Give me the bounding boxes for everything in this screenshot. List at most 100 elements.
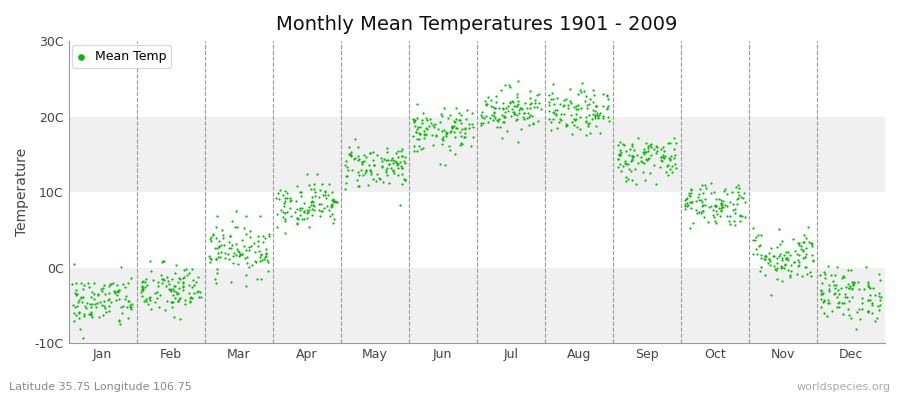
Mean Temp (496, 105, 510, 111)
Mean Temp (238, 247, 253, 253)
Mean Temp (589, 102, 603, 109)
Mean Temp (593, 130, 608, 136)
Mean Temp (752, 242, 767, 248)
Mean Temp (300, 215, 314, 221)
Mean Temp (303, 201, 318, 208)
Mean Temp (634, 158, 649, 165)
Mean Temp (436, 133, 450, 140)
Mean Temp (580, 102, 594, 108)
Mean Temp (322, 206, 337, 213)
Mean Temp (224, 245, 238, 252)
Mean Temp (102, 307, 116, 314)
Mean Temp (590, 103, 604, 109)
Mean Temp (413, 130, 428, 137)
Mean Temp (83, 301, 97, 307)
Mean Temp (508, 117, 523, 124)
Mean Temp (164, 287, 178, 294)
Mean Temp (872, 271, 886, 277)
Mean Temp (283, 204, 297, 211)
Mean Temp (873, 302, 887, 308)
Mean Temp (167, 283, 182, 290)
Mean Temp (354, 167, 368, 173)
Mean Temp (210, 244, 224, 251)
Mean Temp (506, 108, 520, 115)
Mean Temp (624, 158, 638, 164)
Mean Temp (216, 232, 230, 238)
Mean Temp (649, 150, 663, 156)
Mean Temp (375, 158, 390, 164)
Mean Temp (173, 316, 187, 322)
Mean Temp (775, 238, 789, 244)
Mean Temp (431, 126, 446, 132)
Mean Temp (845, 293, 859, 300)
Mean Temp (229, 208, 243, 214)
Mean Temp (398, 160, 412, 166)
Mean Temp (170, 291, 184, 298)
Mean Temp (865, 302, 879, 308)
Mean Temp (822, 282, 836, 288)
Mean Temp (602, 118, 616, 124)
Mean Temp (715, 204, 729, 210)
Mean Temp (534, 106, 548, 112)
Mean Temp (447, 134, 462, 140)
Mean Temp (574, 80, 589, 86)
Mean Temp (454, 133, 468, 139)
Mean Temp (212, 238, 226, 244)
Mean Temp (291, 216, 305, 222)
Mean Temp (731, 195, 745, 202)
Mean Temp (505, 98, 519, 104)
Mean Temp (232, 253, 247, 260)
Mean Temp (96, 312, 111, 318)
Mean Temp (690, 194, 705, 200)
Mean Temp (678, 206, 692, 212)
Mean Temp (141, 295, 156, 302)
Mean Temp (720, 191, 734, 198)
Mean Temp (806, 258, 821, 264)
Mean Temp (250, 242, 265, 249)
Mean Temp (694, 209, 708, 216)
Mean Temp (734, 194, 749, 200)
Mean Temp (842, 283, 857, 289)
Mean Temp (121, 280, 135, 286)
Mean Temp (786, 236, 800, 242)
Mean Temp (435, 113, 449, 119)
Mean Temp (465, 134, 480, 140)
Mean Temp (668, 152, 682, 158)
Mean Temp (139, 276, 153, 282)
Mean Temp (112, 286, 126, 293)
Mean Temp (814, 288, 829, 295)
Mean Temp (510, 112, 525, 119)
Mean Temp (68, 290, 82, 296)
Mean Temp (456, 134, 471, 140)
Mean Temp (601, 96, 616, 102)
Mean Temp (79, 304, 94, 311)
Mean Temp (694, 197, 708, 204)
Mean Temp (766, 253, 780, 260)
Mean Temp (780, 255, 795, 262)
Mean Temp (611, 142, 625, 148)
Mean Temp (112, 295, 126, 302)
Mean Temp (832, 304, 846, 310)
Mean Temp (513, 105, 527, 112)
Mean Temp (862, 292, 877, 298)
Mean Temp (613, 139, 627, 145)
Mean Temp (831, 300, 845, 306)
Mean Temp (543, 99, 557, 105)
Mean Temp (684, 187, 698, 193)
Mean Temp (446, 125, 460, 132)
Mean Temp (487, 110, 501, 116)
Mean Temp (433, 161, 447, 167)
Mean Temp (338, 186, 353, 192)
Mean Temp (738, 214, 752, 220)
Mean Temp (717, 188, 732, 194)
Mean Temp (510, 98, 525, 104)
Mean Temp (327, 199, 341, 206)
Mean Temp (192, 287, 206, 294)
Mean Temp (689, 207, 704, 213)
Mean Temp (666, 134, 680, 141)
Mean Temp (163, 287, 177, 293)
Mean Temp (625, 153, 639, 160)
Mean Temp (639, 140, 653, 146)
Mean Temp (484, 96, 499, 103)
Mean Temp (253, 213, 267, 220)
